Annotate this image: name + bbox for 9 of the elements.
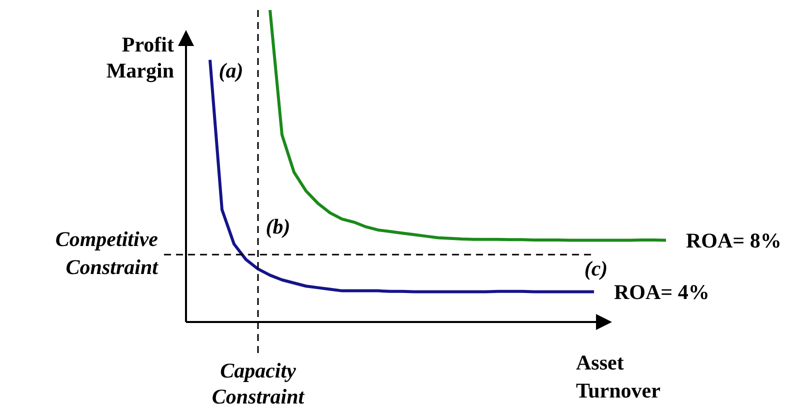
annotation: (a) [218, 58, 244, 82]
y-axis-title: Profit Margin [106, 32, 174, 82]
text: Capacity Constraint [212, 358, 306, 408]
annotation: (b) [266, 214, 290, 238]
annotation: (c) [584, 256, 608, 280]
ref-line-label: Competitive Constraint [55, 227, 160, 280]
series-label: ROA= 4% [614, 280, 710, 304]
x-axis-title: Asset Turnover [576, 350, 660, 402]
series-label: ROA= 8% [686, 228, 782, 253]
